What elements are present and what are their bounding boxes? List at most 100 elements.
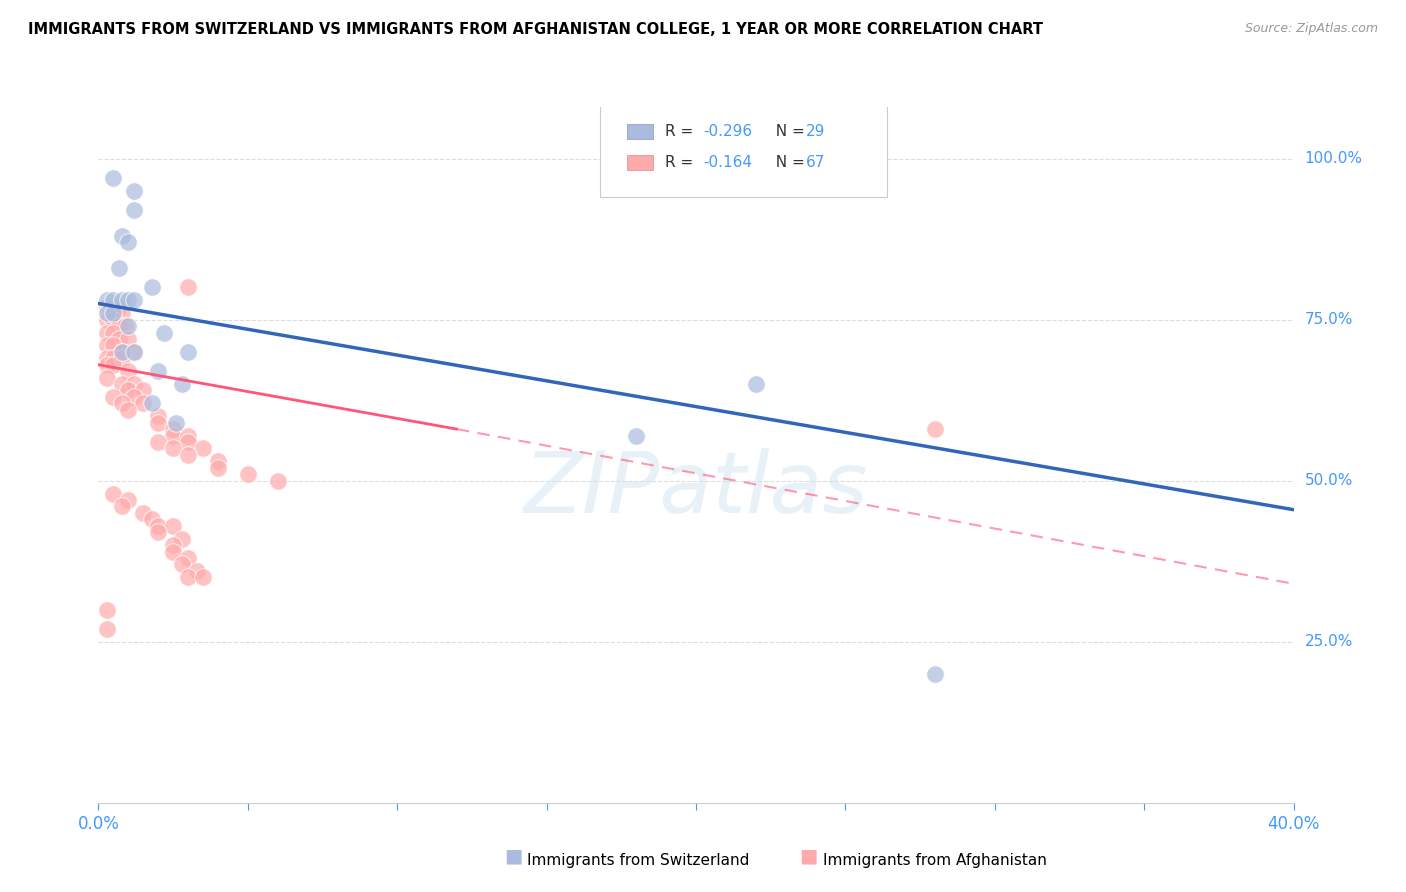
Text: R =: R = (665, 155, 697, 170)
Point (117, 293, 139, 308)
Point (148, 525, 170, 540)
Point (111, 228, 134, 243)
Point (108, 319, 131, 334)
Text: ■: ■ (799, 847, 818, 866)
Point (148, 409, 170, 424)
Point (191, 570, 214, 584)
Point (103, 293, 125, 308)
Text: 100.0%: 100.0% (1305, 151, 1362, 166)
Point (103, 338, 125, 352)
Point (111, 377, 134, 392)
Text: -0.164: -0.164 (703, 155, 752, 170)
FancyBboxPatch shape (627, 155, 652, 170)
Text: Immigrants from Afghanistan: Immigrants from Afghanistan (823, 854, 1046, 868)
Point (96, 306, 118, 320)
Point (111, 500, 134, 514)
Point (96, 312, 118, 326)
Point (111, 306, 134, 320)
Point (172, 558, 194, 572)
Point (148, 518, 170, 533)
Point (96, 602, 118, 616)
Point (117, 319, 139, 334)
Text: R =: R = (665, 124, 697, 139)
Text: 75.0%: 75.0% (1305, 312, 1353, 327)
Text: ZIPatlas: ZIPatlas (524, 448, 868, 532)
Point (177, 551, 200, 566)
Point (96, 338, 118, 352)
FancyBboxPatch shape (627, 124, 652, 139)
Point (177, 435, 200, 450)
Point (117, 384, 139, 398)
Point (111, 396, 134, 410)
Point (117, 332, 139, 346)
Point (117, 364, 139, 378)
Text: IMMIGRANTS FROM SWITZERLAND VS IMMIGRANTS FROM AFGHANISTAN COLLEGE, 1 YEAR OR MO: IMMIGRANTS FROM SWITZERLAND VS IMMIGRANT… (28, 22, 1043, 37)
Point (108, 261, 131, 276)
Point (117, 402, 139, 417)
Point (117, 235, 139, 250)
Point (162, 422, 184, 436)
Point (148, 416, 170, 430)
FancyBboxPatch shape (600, 103, 887, 197)
Text: N =: N = (766, 155, 810, 170)
Point (162, 538, 184, 552)
Point (103, 358, 125, 372)
Point (162, 428, 184, 442)
Point (96, 370, 118, 384)
Point (141, 396, 163, 410)
Text: Immigrants from Switzerland: Immigrants from Switzerland (527, 854, 749, 868)
Point (103, 351, 125, 366)
Text: N =: N = (766, 124, 810, 139)
Point (124, 293, 146, 308)
Text: 25.0%: 25.0% (1305, 634, 1353, 649)
Point (191, 442, 214, 456)
Point (745, 377, 768, 392)
Point (132, 396, 155, 410)
Point (177, 280, 200, 294)
Point (96, 351, 118, 366)
Point (124, 184, 146, 198)
Point (924, 422, 946, 436)
Point (124, 344, 146, 359)
Point (103, 390, 125, 404)
Point (103, 486, 125, 500)
Point (117, 493, 139, 508)
Text: 29: 29 (806, 124, 825, 139)
Point (103, 312, 125, 326)
Text: 67: 67 (806, 155, 825, 170)
Point (148, 364, 170, 378)
Point (177, 428, 200, 442)
Point (111, 351, 134, 366)
Point (96, 622, 118, 636)
Point (132, 384, 155, 398)
Point (177, 570, 200, 584)
Point (124, 344, 146, 359)
Point (924, 667, 946, 681)
Point (103, 300, 125, 314)
Point (207, 454, 229, 468)
Point (141, 280, 163, 294)
Point (96, 293, 118, 308)
Point (148, 435, 170, 450)
Point (96, 300, 118, 314)
Point (172, 377, 194, 392)
Point (96, 358, 118, 372)
Point (153, 326, 176, 340)
Text: ■: ■ (503, 847, 523, 866)
Point (186, 564, 208, 578)
Text: -0.296: -0.296 (703, 124, 752, 139)
Point (111, 344, 134, 359)
Point (114, 319, 136, 334)
Point (165, 416, 187, 430)
Point (124, 377, 146, 392)
Point (162, 442, 184, 456)
Point (103, 170, 125, 185)
Point (132, 506, 155, 520)
Point (108, 300, 131, 314)
Point (124, 390, 146, 404)
Point (141, 512, 163, 526)
Point (103, 326, 125, 340)
Point (177, 448, 200, 462)
Point (162, 518, 184, 533)
Point (124, 203, 146, 218)
